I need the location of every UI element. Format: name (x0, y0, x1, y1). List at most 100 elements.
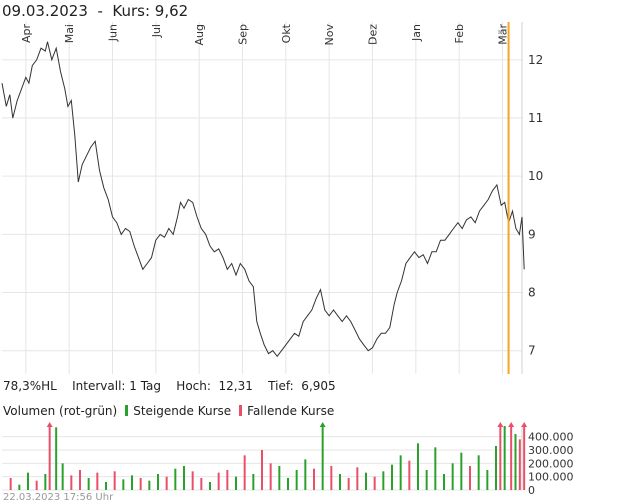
volume-bar (469, 466, 471, 490)
volume-tick-label: 300.000 (528, 444, 574, 457)
chart-header: 09.03.2023 - Kurs: 9,62 (2, 2, 188, 20)
volume-bar (313, 468, 315, 490)
volume-bar (477, 455, 480, 490)
volume-bar (278, 466, 281, 490)
legend-falling: Fallende Kurse (247, 404, 335, 418)
volume-bars (9, 422, 528, 490)
header-date: 09.03.2023 (2, 2, 88, 20)
volume-bar (61, 463, 64, 490)
volume-bar (191, 471, 194, 490)
volume-overflow-arrow (497, 422, 504, 427)
month-tick-label: Nov (323, 24, 336, 46)
month-axis: Apr Mai Jun Jul Aug Sep Okt Nov Dez Jan Feb Mär (20, 23, 510, 45)
month-tick-label: Aug (193, 24, 206, 45)
volume-bar (9, 478, 12, 490)
volume-bar (48, 426, 51, 490)
price-tick-label: 11 (528, 111, 543, 125)
volume-bar (174, 468, 177, 490)
volume-bar (434, 447, 437, 490)
volume-bar (518, 439, 521, 490)
volume-bar (451, 463, 454, 490)
volume-tick-label: 100.000 (528, 471, 574, 484)
volume-bar (79, 470, 81, 490)
stat-hl: 78,3%HL (3, 379, 57, 393)
volume-bar (514, 434, 517, 490)
volume-bar (252, 474, 255, 490)
volume-bar (425, 470, 428, 490)
volume-bar (408, 460, 411, 490)
price-grid (2, 22, 523, 374)
volume-bar (373, 476, 376, 490)
volume-overflow-arrow (319, 422, 326, 427)
volume-bar (443, 474, 445, 490)
volume-bar (460, 452, 463, 490)
volume-bar (139, 478, 142, 490)
month-tick-label: Sep (237, 24, 250, 45)
volume-bar (217, 472, 220, 490)
volume-bar (399, 455, 402, 490)
volume-bar (122, 479, 125, 490)
volume-legend: Volumen (rot-grün) Steigende Kurse Fallend… (3, 404, 334, 418)
volume-grid (2, 426, 523, 491)
volume-bar (243, 455, 246, 490)
stat-high: Hoch: 12,31 (176, 379, 253, 393)
month-tick-label: Dez (367, 24, 380, 45)
price-tick-label: 8 (528, 286, 536, 300)
volume-bar (304, 459, 307, 490)
month-tick-label: Mai (63, 24, 76, 43)
volume-bar (183, 466, 185, 490)
volume-bar (417, 443, 419, 490)
volume-bar (269, 463, 272, 490)
month-tick-label: Jun (107, 24, 120, 42)
volume-bar (510, 426, 513, 490)
volume-bar (113, 471, 116, 490)
volume-bar (365, 472, 367, 490)
volume-bar (503, 426, 506, 490)
month-tick-label: Apr (20, 24, 33, 44)
price-tick-label: 12 (528, 53, 543, 67)
month-tick-label: Jul (150, 24, 163, 38)
price-tick-label: 10 (528, 169, 543, 183)
volume-bar (148, 480, 151, 490)
volume-bar (96, 472, 99, 490)
volume-bar (87, 478, 90, 490)
volume-bar (235, 476, 237, 490)
volume-bar (486, 470, 489, 490)
volume-bar (165, 476, 168, 490)
volume-bar (339, 474, 341, 490)
volume-bar (495, 446, 497, 490)
volume-bar (200, 478, 203, 490)
stat-low: Tief: 6,905 (268, 379, 336, 393)
volume-overflow-arrow (521, 422, 528, 427)
volume-legend-title: Volumen (rot-grün) (3, 404, 118, 418)
price-axis: 7 8 9 10 11 12 (528, 53, 543, 358)
volume-bar (226, 470, 229, 490)
volume-bar (261, 450, 263, 490)
price-chart: Apr Mai Jun Jul Aug Sep Okt Nov Dez Jan Feb Mär 7 8 9… (1, 22, 543, 374)
volume-bar (295, 470, 298, 490)
volume-bar (391, 464, 393, 490)
rising-swatch (125, 405, 129, 416)
price-tick-label: 7 (528, 344, 536, 358)
volume-tick-label: 200.000 (528, 457, 574, 470)
falling-swatch (239, 405, 243, 416)
legend-rising: Steigende Kurse (133, 404, 232, 418)
volume-bar (55, 427, 58, 490)
volume-bar (157, 474, 159, 490)
volume-bar (35, 480, 38, 490)
volume-bar (347, 478, 350, 490)
volume-bar (27, 472, 29, 490)
volume-bar (287, 478, 289, 490)
volume-tick-label: 0 (528, 484, 535, 497)
volume-overflow-arrow (46, 422, 53, 427)
header-separator: - (97, 2, 103, 20)
volume-bar (499, 426, 502, 490)
stat-interval: Intervall: 1 Tag (72, 379, 162, 393)
price-tick-label: 9 (528, 227, 536, 241)
volume-bar (330, 466, 333, 490)
footer-timestamp: 22.03.2023 17:56 Uhr (3, 492, 114, 503)
header-price: Kurs: 9,62 (112, 2, 189, 20)
volume-bar (523, 426, 526, 490)
volume-bar (44, 474, 47, 490)
